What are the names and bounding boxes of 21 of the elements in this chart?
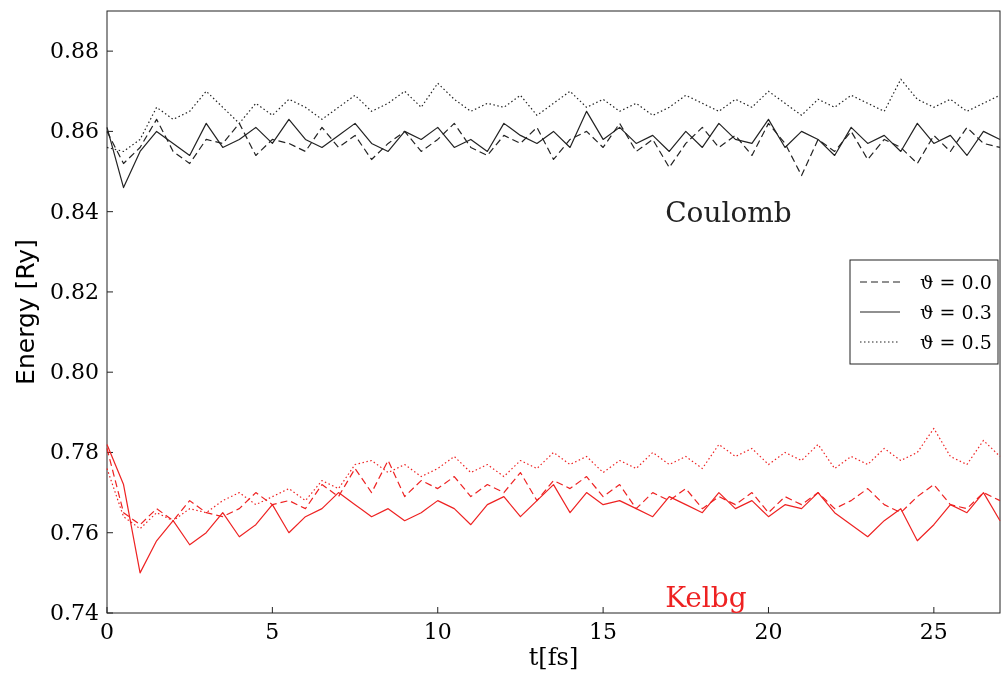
y-tick-label: 0.86 bbox=[50, 118, 99, 144]
x-tick-label: 20 bbox=[754, 619, 783, 644]
y-tick-label: 0.78 bbox=[50, 439, 99, 465]
x-tick-label: 15 bbox=[589, 619, 618, 644]
y-tick-label: 0.74 bbox=[50, 600, 99, 625]
x-tick-label: 0 bbox=[100, 619, 114, 644]
y-tick-label: 0.84 bbox=[50, 198, 99, 224]
legend-label: ϑ = 0.3 bbox=[920, 301, 992, 323]
y-axis-title: Energy [Ry] bbox=[11, 239, 40, 385]
legend-label: ϑ = 0.5 bbox=[920, 331, 992, 353]
x-tick-label: 10 bbox=[423, 619, 452, 644]
y-tick-label: 0.82 bbox=[50, 278, 99, 304]
x-axis-title: t[fs] bbox=[528, 643, 579, 671]
y-tick-label: 0.80 bbox=[50, 359, 99, 385]
annotation: Kelbg bbox=[665, 580, 747, 614]
annotation: Coulomb bbox=[665, 195, 792, 229]
y-tick-label: 0.88 bbox=[50, 38, 99, 64]
legend-label: ϑ = 0.0 bbox=[920, 271, 992, 293]
x-tick-label: 5 bbox=[265, 619, 280, 644]
x-tick-label: 25 bbox=[919, 619, 948, 644]
y-tick-label: 0.76 bbox=[50, 519, 99, 545]
